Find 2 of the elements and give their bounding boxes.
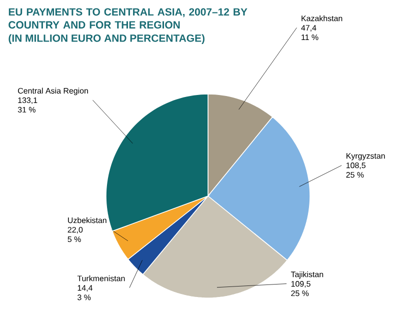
text: (IN MILLION EURO AND PERCENTAGE) bbox=[8, 34, 204, 44]
chart-title: EU PAYMENTS TO CENTRAL ASIA, 2007–12 BY COUNTRY AND FOR THE REGION bbox=[8, 8, 248, 29]
